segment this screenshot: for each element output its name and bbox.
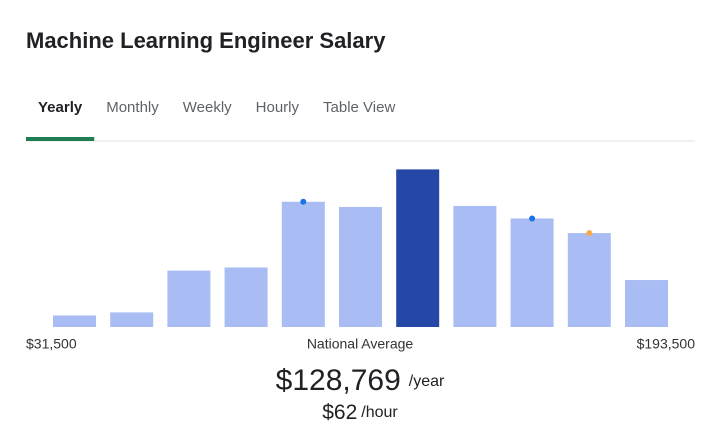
active-tab-indicator [26, 137, 95, 141]
yearly-salary: $128,769 [276, 364, 401, 397]
tab[interactable]: Yearly [38, 99, 83, 116]
hourly-salary-line: $62/hour [322, 401, 398, 424]
bar [167, 270, 211, 327]
bar [625, 280, 668, 327]
yearly-salary-line: $128,769/year [276, 364, 445, 397]
bar-marker [586, 230, 593, 237]
tab[interactable]: Hourly [256, 99, 300, 116]
bar [510, 218, 554, 327]
min-label: $31,500 [26, 336, 77, 352]
bar [53, 315, 96, 327]
hourly-unit: /hour [361, 404, 398, 421]
hourly-salary: $62 [322, 401, 357, 424]
bar-marker [529, 215, 536, 222]
tab[interactable]: Monthly [106, 99, 159, 116]
bar-marker [300, 198, 307, 205]
bar [396, 169, 440, 327]
tab[interactable]: Table View [323, 99, 395, 116]
title: Machine Learning Engineer Salary [26, 28, 386, 53]
tab[interactable]: Weekly [183, 99, 232, 116]
bar [453, 205, 497, 327]
mid-label: National Average [307, 336, 414, 352]
max-label: $193,500 [637, 336, 696, 352]
bar [339, 206, 382, 327]
bar [110, 312, 154, 327]
yearly-unit: /year [409, 373, 445, 390]
bar [224, 267, 268, 327]
bar [281, 201, 325, 327]
bar [567, 233, 611, 327]
